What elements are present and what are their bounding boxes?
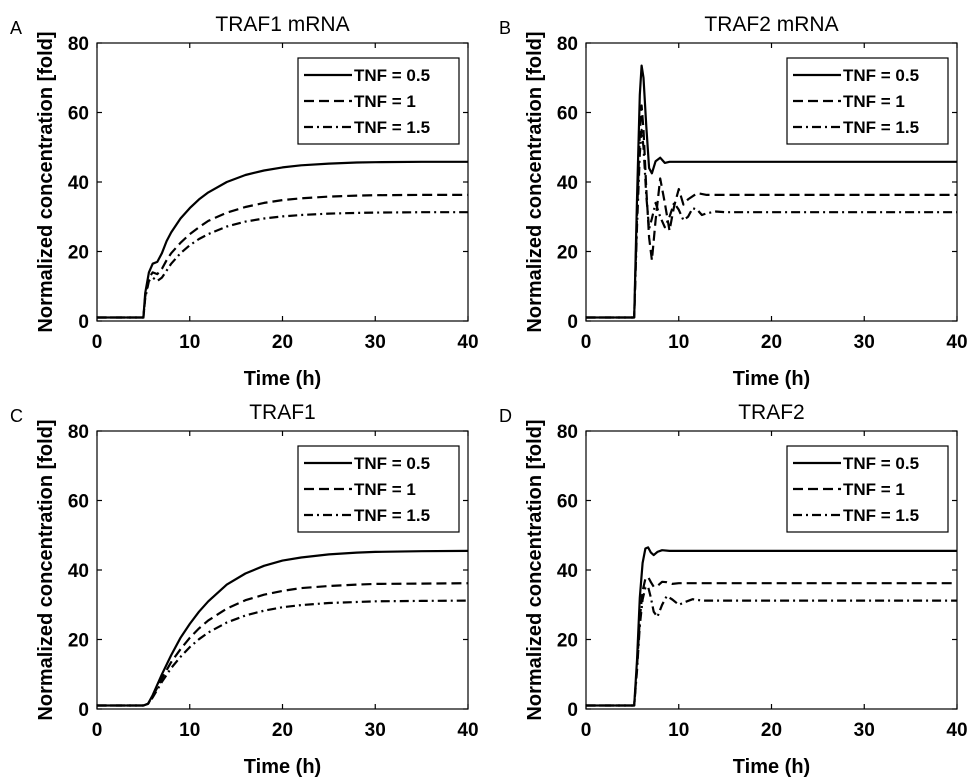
panel-c: 0 10 20 30 40 0 20 40 60 80 Time (h) Normalized con… bbox=[10, 401, 479, 778]
series-line-3 bbox=[97, 599, 468, 707]
x-tick-label: 0 bbox=[92, 720, 103, 741]
y-axis-label: Normalized concentration [fold] bbox=[35, 419, 57, 720]
x-tick-label: 20 bbox=[272, 720, 293, 741]
series-line-2 bbox=[586, 575, 957, 707]
y-tick-label: 0 bbox=[567, 312, 578, 333]
x-tick-label: 30 bbox=[365, 720, 386, 741]
panel-title: TRAF1 bbox=[249, 401, 316, 424]
x-axis-label: Time (h) bbox=[733, 368, 810, 390]
x-tick-label: 30 bbox=[854, 720, 875, 741]
y-tick-label: 20 bbox=[557, 243, 578, 264]
x-tick-label: 0 bbox=[581, 720, 592, 741]
y-tick-label: 60 bbox=[68, 492, 89, 513]
y-tick-label: 80 bbox=[557, 422, 578, 443]
legend-label: TNF = 0.5 bbox=[354, 454, 430, 473]
series-line-1 bbox=[97, 160, 468, 319]
y-tick-label: 40 bbox=[557, 561, 578, 582]
panel-title: TRAF2 mRNA bbox=[704, 13, 838, 36]
series-line-2 bbox=[586, 104, 957, 319]
y-axis-label: Normalized concentration [fold] bbox=[35, 31, 57, 332]
y-tick-label: 60 bbox=[557, 492, 578, 513]
panel-a: 0 10 20 30 40 0 20 40 60 80 Time (h) Normalized con… bbox=[10, 13, 479, 390]
x-axis-label: Time (h) bbox=[244, 756, 321, 778]
legend-label: TNF = 0.5 bbox=[843, 454, 919, 473]
x-tick-label: 10 bbox=[179, 720, 200, 741]
y-tick-label: 0 bbox=[567, 700, 578, 721]
y-tick-label: 40 bbox=[68, 173, 89, 194]
legend-label: TNF = 1 bbox=[354, 480, 416, 499]
x-tick-label: 30 bbox=[365, 332, 386, 353]
x-tick-label: 30 bbox=[854, 332, 875, 353]
series-line-3 bbox=[97, 211, 468, 319]
legend-label: TNF = 1.5 bbox=[354, 506, 430, 525]
legend-label: TNF = 1.5 bbox=[843, 118, 919, 137]
legend-label: TNF = 1 bbox=[843, 92, 905, 111]
x-tick-label: 10 bbox=[668, 720, 689, 741]
y-axis-label: Normalized concentration [fold] bbox=[524, 419, 546, 720]
panel-d: 0 10 20 30 40 0 20 40 60 80 Time (h) Normalized con… bbox=[499, 401, 968, 778]
legend: TNF = 0.5 TNF = 1 TNF = 1.5 bbox=[786, 57, 949, 145]
legend: TNF = 0.5 TNF = 1 TNF = 1.5 bbox=[297, 57, 460, 145]
y-tick-label: 80 bbox=[68, 34, 89, 55]
y-tick-label: 40 bbox=[557, 173, 578, 194]
x-tick-label: 10 bbox=[668, 332, 689, 353]
legend: TNF = 0.5 TNF = 1 TNF = 1.5 bbox=[297, 445, 460, 533]
x-tick-label: 40 bbox=[457, 332, 478, 353]
x-axis-label: Time (h) bbox=[733, 756, 810, 778]
y-tick-label: 40 bbox=[68, 561, 89, 582]
x-tick-label: 40 bbox=[946, 720, 967, 741]
panel-letter: D bbox=[499, 406, 512, 426]
series-line-3 bbox=[586, 585, 957, 707]
series-line-3 bbox=[586, 128, 957, 319]
y-tick-label: 80 bbox=[68, 422, 89, 443]
panel-title: TRAF1 mRNA bbox=[215, 13, 349, 36]
x-tick-label: 20 bbox=[761, 720, 782, 741]
legend-label: TNF = 1.5 bbox=[354, 118, 430, 137]
y-tick-label: 20 bbox=[557, 631, 578, 652]
legend: TNF = 0.5 TNF = 1 TNF = 1.5 bbox=[786, 445, 949, 533]
x-tick-label: 0 bbox=[581, 332, 592, 353]
panel-b: 0 10 20 30 40 0 20 40 60 80 Time (h) Normalized con… bbox=[499, 13, 968, 390]
series-line-2 bbox=[97, 193, 468, 319]
x-tick-label: 40 bbox=[457, 720, 478, 741]
x-tick-label: 20 bbox=[761, 332, 782, 353]
y-tick-label: 80 bbox=[557, 34, 578, 55]
x-tick-label: 20 bbox=[272, 332, 293, 353]
y-tick-label: 20 bbox=[68, 243, 89, 264]
legend-label: TNF = 0.5 bbox=[843, 66, 919, 85]
y-tick-label: 60 bbox=[68, 104, 89, 125]
y-tick-label: 60 bbox=[557, 104, 578, 125]
panel-letter: C bbox=[10, 406, 23, 426]
panel-title: TRAF2 bbox=[738, 401, 805, 424]
panel-letter: A bbox=[10, 18, 22, 38]
y-tick-label: 0 bbox=[78, 312, 89, 333]
legend-label: TNF = 1.5 bbox=[843, 506, 919, 525]
legend-label: TNF = 1 bbox=[354, 92, 416, 111]
panel-letter: B bbox=[499, 18, 511, 38]
y-tick-label: 0 bbox=[78, 700, 89, 721]
y-tick-label: 20 bbox=[68, 631, 89, 652]
legend-label: TNF = 0.5 bbox=[354, 66, 430, 85]
x-tick-label: 10 bbox=[179, 332, 200, 353]
x-axis-label: Time (h) bbox=[244, 368, 321, 390]
x-tick-label: 0 bbox=[92, 332, 103, 353]
x-tick-label: 40 bbox=[946, 332, 967, 353]
y-axis-label: Normalized concentration [fold] bbox=[524, 31, 546, 332]
legend-label: TNF = 1 bbox=[843, 480, 905, 499]
